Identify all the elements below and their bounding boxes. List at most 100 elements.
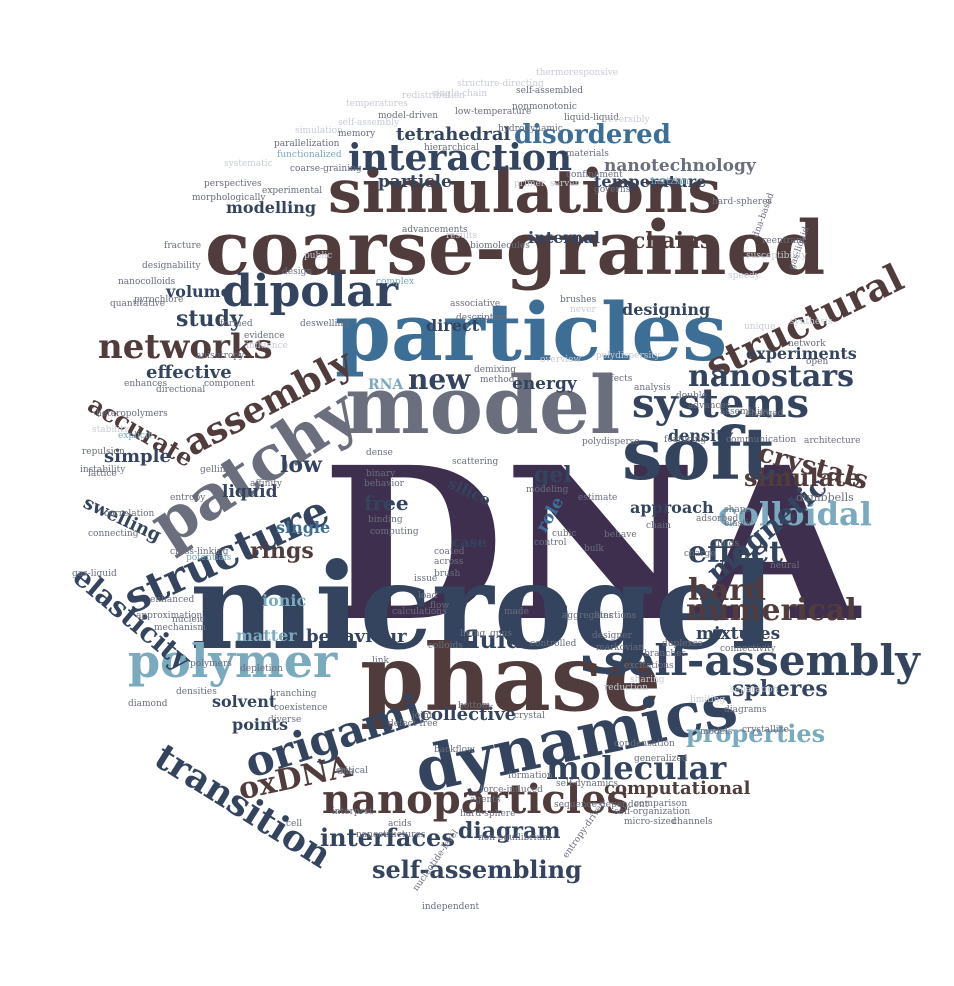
word: collective bbox=[420, 704, 517, 725]
word: instability bbox=[80, 465, 126, 475]
word: across bbox=[434, 557, 464, 567]
word: polydisperse bbox=[582, 437, 640, 447]
word: connectivity bbox=[720, 644, 776, 654]
word: simple bbox=[104, 446, 171, 467]
word: load bbox=[418, 591, 438, 601]
word: models bbox=[700, 727, 733, 737]
word: cubic bbox=[552, 529, 577, 539]
word: coarse-graining bbox=[290, 164, 362, 174]
word: low-temperature bbox=[455, 107, 532, 117]
word: diverse bbox=[268, 715, 302, 725]
word: excitations bbox=[624, 661, 674, 671]
word: heteropolymers bbox=[96, 409, 168, 419]
word: affinity bbox=[250, 479, 283, 489]
word: internal bbox=[528, 228, 600, 247]
word: fracture bbox=[164, 241, 202, 251]
word: force-induced bbox=[480, 785, 543, 795]
word: controlled bbox=[530, 639, 577, 649]
word: soft bbox=[622, 411, 775, 496]
word: server bbox=[550, 179, 579, 189]
word: nanotechnology bbox=[604, 156, 756, 176]
word: temperatures bbox=[346, 99, 408, 109]
word: polymer bbox=[128, 634, 338, 688]
word: coexistence bbox=[274, 703, 328, 713]
word: description bbox=[456, 313, 508, 323]
word: new bbox=[408, 363, 471, 396]
word: systematic bbox=[224, 159, 273, 169]
word: aggregates bbox=[562, 611, 614, 621]
word: reentrant bbox=[762, 236, 806, 246]
word: behavior bbox=[364, 479, 404, 489]
word: duplexes bbox=[662, 639, 703, 649]
word: perspectives bbox=[204, 179, 262, 189]
word: independent bbox=[422, 902, 480, 912]
word: chains bbox=[632, 228, 713, 254]
word: cell bbox=[286, 819, 303, 829]
word: estimate bbox=[578, 493, 618, 503]
word: double bbox=[676, 391, 707, 401]
word: modelling bbox=[226, 198, 317, 217]
word: control bbox=[534, 538, 567, 548]
word: enhances bbox=[124, 379, 168, 389]
word: non-equilibrium bbox=[478, 833, 551, 843]
word: formation bbox=[508, 771, 553, 781]
word: designing bbox=[622, 300, 711, 319]
word: governs bbox=[594, 185, 631, 195]
word: mixtures bbox=[696, 624, 781, 644]
word: phase bbox=[360, 624, 662, 732]
word: disordered bbox=[514, 120, 671, 150]
word: colloidal bbox=[718, 495, 872, 533]
word: depletion bbox=[240, 664, 283, 674]
word: hydrodynamic bbox=[498, 124, 563, 134]
word: comparison bbox=[634, 799, 688, 809]
word: model-driven bbox=[378, 111, 439, 121]
word: computing bbox=[370, 527, 419, 537]
word: sequence dependent bbox=[554, 800, 649, 810]
word: approximation bbox=[136, 611, 203, 621]
word: nanoparticles bbox=[322, 776, 629, 823]
word: crystal bbox=[514, 711, 545, 721]
word: gel bbox=[534, 462, 572, 488]
word: shape bbox=[724, 505, 751, 515]
word: hard bbox=[688, 573, 767, 608]
word: calculations bbox=[392, 607, 447, 617]
word: nanostructures bbox=[356, 830, 426, 840]
word: micro-sized bbox=[624, 817, 677, 827]
word: behaviour bbox=[306, 626, 407, 647]
word: explicit bbox=[118, 431, 152, 441]
word: agents bbox=[470, 795, 501, 805]
word: interaction bbox=[348, 137, 573, 179]
word: solvent bbox=[212, 692, 277, 711]
word: direct bbox=[426, 316, 480, 335]
word: dumbbells bbox=[796, 491, 854, 504]
word: lattice bbox=[88, 469, 117, 479]
word: stability bbox=[92, 425, 129, 435]
word: unique bbox=[744, 322, 776, 332]
word: functions bbox=[594, 611, 637, 621]
word: free bbox=[364, 491, 409, 515]
word: interpret bbox=[332, 807, 373, 817]
word: parallelization bbox=[274, 139, 340, 149]
word: volume bbox=[166, 282, 231, 301]
word: diagram bbox=[458, 818, 561, 844]
word: complex bbox=[376, 277, 415, 287]
word: sharing bbox=[630, 675, 665, 685]
word: reduction bbox=[604, 683, 648, 693]
word: gelling bbox=[200, 465, 232, 475]
word: effective bbox=[146, 362, 232, 383]
word: markovian bbox=[596, 643, 645, 653]
word: cross-linking bbox=[170, 547, 229, 557]
word: defect-free bbox=[388, 719, 438, 729]
word: coarse-grained bbox=[205, 206, 826, 292]
word: simulation bbox=[295, 126, 343, 136]
word: simulate bbox=[744, 463, 861, 492]
word: model bbox=[345, 358, 621, 452]
word: flow bbox=[430, 601, 450, 611]
word: adsorbed bbox=[696, 514, 739, 524]
word: ionic bbox=[262, 591, 307, 610]
word: colloids bbox=[428, 641, 463, 651]
word: networks bbox=[98, 327, 273, 367]
word: self-organization bbox=[614, 807, 691, 817]
word: nanocolloids bbox=[118, 277, 176, 287]
word: computational bbox=[604, 778, 751, 799]
